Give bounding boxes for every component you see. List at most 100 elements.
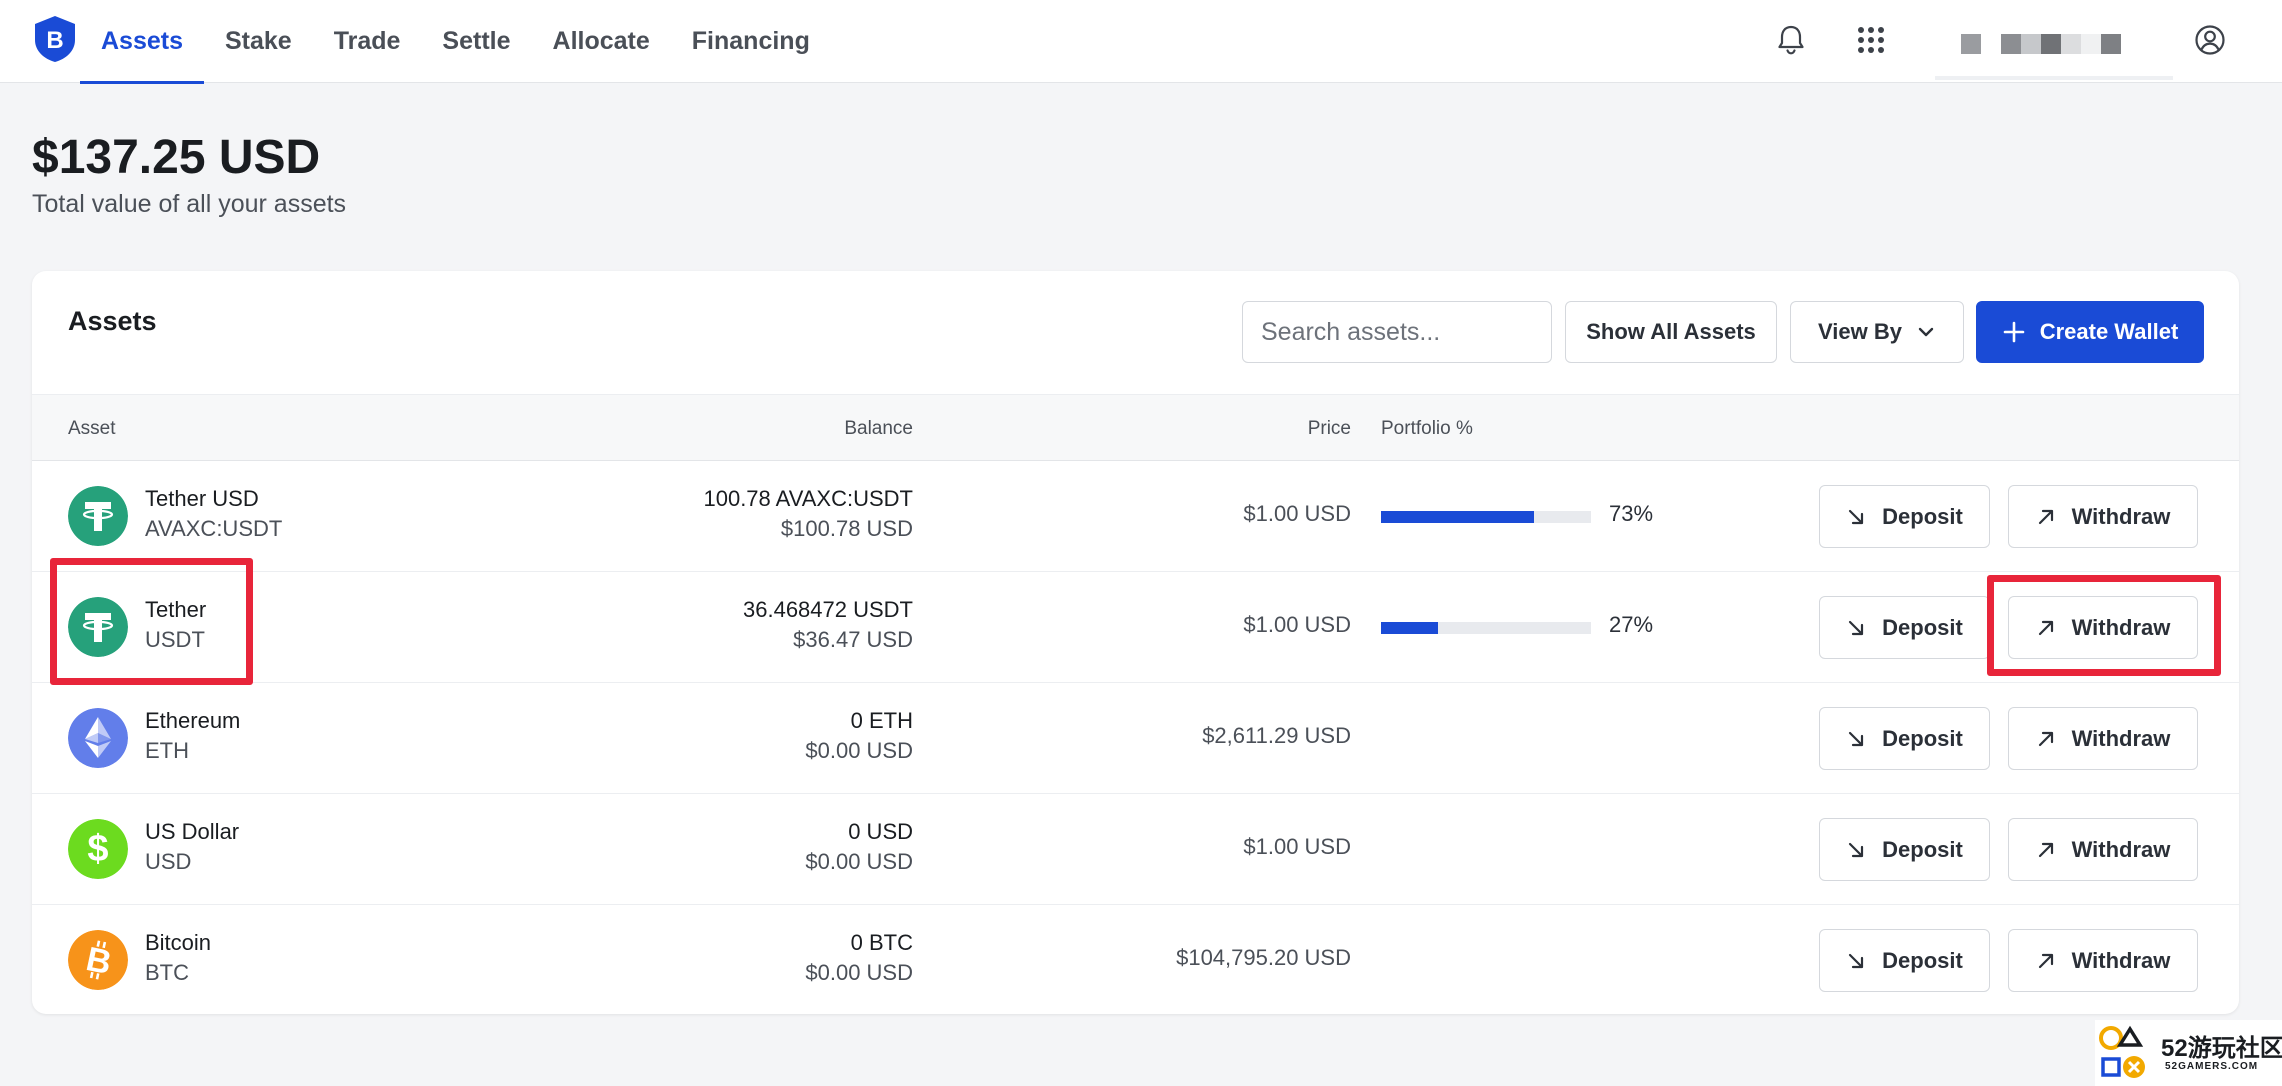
arrow-down-right-icon [1849,620,1864,635]
table-row: $ US Dollar USD 0 USD $0.00 USD $1.00 US… [32,794,2239,905]
table-header: Asset Balance Price Portfolio % [32,394,2239,461]
asset-balance-usd: $100.78 USD [780,516,913,541]
asset-name: Ethereum [145,708,241,733]
card-title: Assets [68,306,157,336]
table-row: B Bitcoin BTC 0 BTC $0.00 USD $104,795.2… [32,905,2239,1014]
asset-balance: 0 USD [848,819,913,844]
withdraw-label: Withdraw [2071,725,2171,751]
withdraw-button[interactable]: Withdraw [2008,929,2198,992]
create-wallet-label: Create Wallet [2039,319,2179,344]
arrow-up-right-icon [2038,842,2053,857]
table-row: Tether USDT 36.468472 USDT $36.47 USD $1… [32,572,2239,683]
withdraw-label: Withdraw [2071,503,2171,529]
portfolio-percent: 73% [1609,501,1654,526]
deposit-button[interactable]: Deposit [1819,596,1990,659]
deposit-label: Deposit [1882,614,1963,640]
asset-price: $2,611.29 USD [1202,723,1351,748]
column-header-balance: Balance [844,418,913,439]
top-navigation-bar: B Assets Stake Trade Settle Allocate Fin… [0,0,2282,84]
svg-text:B: B [46,27,63,54]
tether-icon [68,486,128,546]
asset-symbol: ETH [145,738,189,763]
deposit-label: Deposit [1882,725,1963,751]
nav-tab-trade[interactable]: Trade [333,27,401,55]
main-nav: Assets Stake Trade Settle Allocate Finan… [80,0,831,84]
asset-name: Tether [145,597,207,622]
nav-tab-financing[interactable]: Financing [691,27,810,55]
asset-price: $104,795.20 USD [1176,945,1351,970]
deposit-button[interactable]: Deposit [1819,485,1990,548]
arrow-up-right-icon [2038,620,2053,635]
asset-symbol: BTC [145,960,189,985]
deposit-label: Deposit [1882,947,1963,973]
deposit-button[interactable]: Deposit [1819,707,1990,770]
asset-name: Bitcoin [145,930,212,955]
portfolio-bar [1381,511,1591,523]
asset-symbol: USDT [145,627,205,652]
portfolio-bar-fill [1381,511,1535,523]
watermark-subtext: 52GAMERS.COM [2165,1061,2259,1072]
nav-tab-assets[interactable]: Assets [80,0,204,84]
withdraw-button[interactable]: Withdraw [2008,818,2198,881]
plus-icon [2003,321,2025,343]
column-header-price: Price [1307,418,1351,439]
asset-symbol: USD [145,849,192,874]
show-all-assets-button[interactable]: Show All Assets [1565,301,1777,363]
view-by-label: View By [1818,319,1902,344]
asset-balance-usd: $0.00 USD [805,849,913,874]
account-name-redacted[interactable] [1935,24,2173,80]
bell-icon[interactable] [1773,22,1809,58]
create-wallet-button[interactable]: Create Wallet [1976,301,2204,363]
arrow-up-right-icon [2038,731,2053,746]
withdraw-label: Withdraw [2071,947,2171,973]
portfolio-bar-fill [1381,622,1438,634]
deposit-label: Deposit [1882,503,1963,529]
asset-price: $1.00 USD [1243,501,1351,526]
deposit-button[interactable]: Deposit [1819,818,1990,881]
total-value: $137.25 USD [32,131,321,184]
asset-price: $1.00 USD [1243,834,1351,859]
tether-icon [68,597,128,657]
arrow-down-right-icon [1849,953,1864,968]
svg-text:$: $ [87,828,108,870]
asset-balance: 36.468472 USDT [743,597,913,622]
apps-grid-icon[interactable] [1853,22,1889,58]
deposit-button[interactable]: Deposit [1819,929,1990,992]
user-account-icon[interactable] [2192,22,2228,58]
asset-name: US Dollar [145,819,240,844]
arrow-down-right-icon [1849,509,1864,524]
asset-balance-usd: $0.00 USD [805,960,913,985]
portfolio-percent: 27% [1609,612,1654,637]
nav-tab-settle[interactable]: Settle [442,27,511,55]
asset-price: $1.00 USD [1243,612,1351,637]
chevron-down-icon [1918,327,1934,337]
nav-tab-allocate[interactable]: Allocate [552,27,650,55]
arrow-down-right-icon [1849,731,1864,746]
arrow-up-right-icon [2038,509,2053,524]
ethereum-icon [68,708,128,768]
withdraw-button[interactable]: Withdraw [2008,596,2198,659]
withdraw-button[interactable]: Withdraw [2008,707,2198,770]
show-all-assets-label: Show All Assets [1586,319,1756,344]
dollar-icon: $ [68,819,128,879]
bitcoin-icon: B [68,930,128,990]
withdraw-button[interactable]: Withdraw [2008,485,2198,548]
portfolio-bar [1381,622,1591,634]
nav-tab-stake[interactable]: Stake [225,27,292,55]
column-header-asset: Asset [68,418,116,439]
assets-card: Assets Show All Assets View By Create Wa… [32,271,2239,1014]
withdraw-label: Withdraw [2071,836,2171,862]
asset-balance: 0 BTC [850,930,913,955]
arrow-up-right-icon [2038,953,2053,968]
brand-logo-icon[interactable]: B [33,15,77,63]
asset-symbol: AVAXC:USDT [145,516,283,541]
table-row: Ethereum ETH 0 ETH $0.00 USD $2,611.29 U… [32,683,2239,794]
view-by-dropdown[interactable]: View By [1790,301,1964,363]
search-assets-input[interactable] [1242,301,1552,363]
watermark-text: 52游玩社区 [2161,1035,2282,1062]
deposit-label: Deposit [1882,836,1963,862]
arrow-down-right-icon [1849,842,1864,857]
asset-balance: 0 ETH [850,708,913,733]
asset-balance-usd: $36.47 USD [793,627,913,652]
table-row: Tether USD AVAXC:USDT 100.78 AVAXC:USDT … [32,461,2239,572]
